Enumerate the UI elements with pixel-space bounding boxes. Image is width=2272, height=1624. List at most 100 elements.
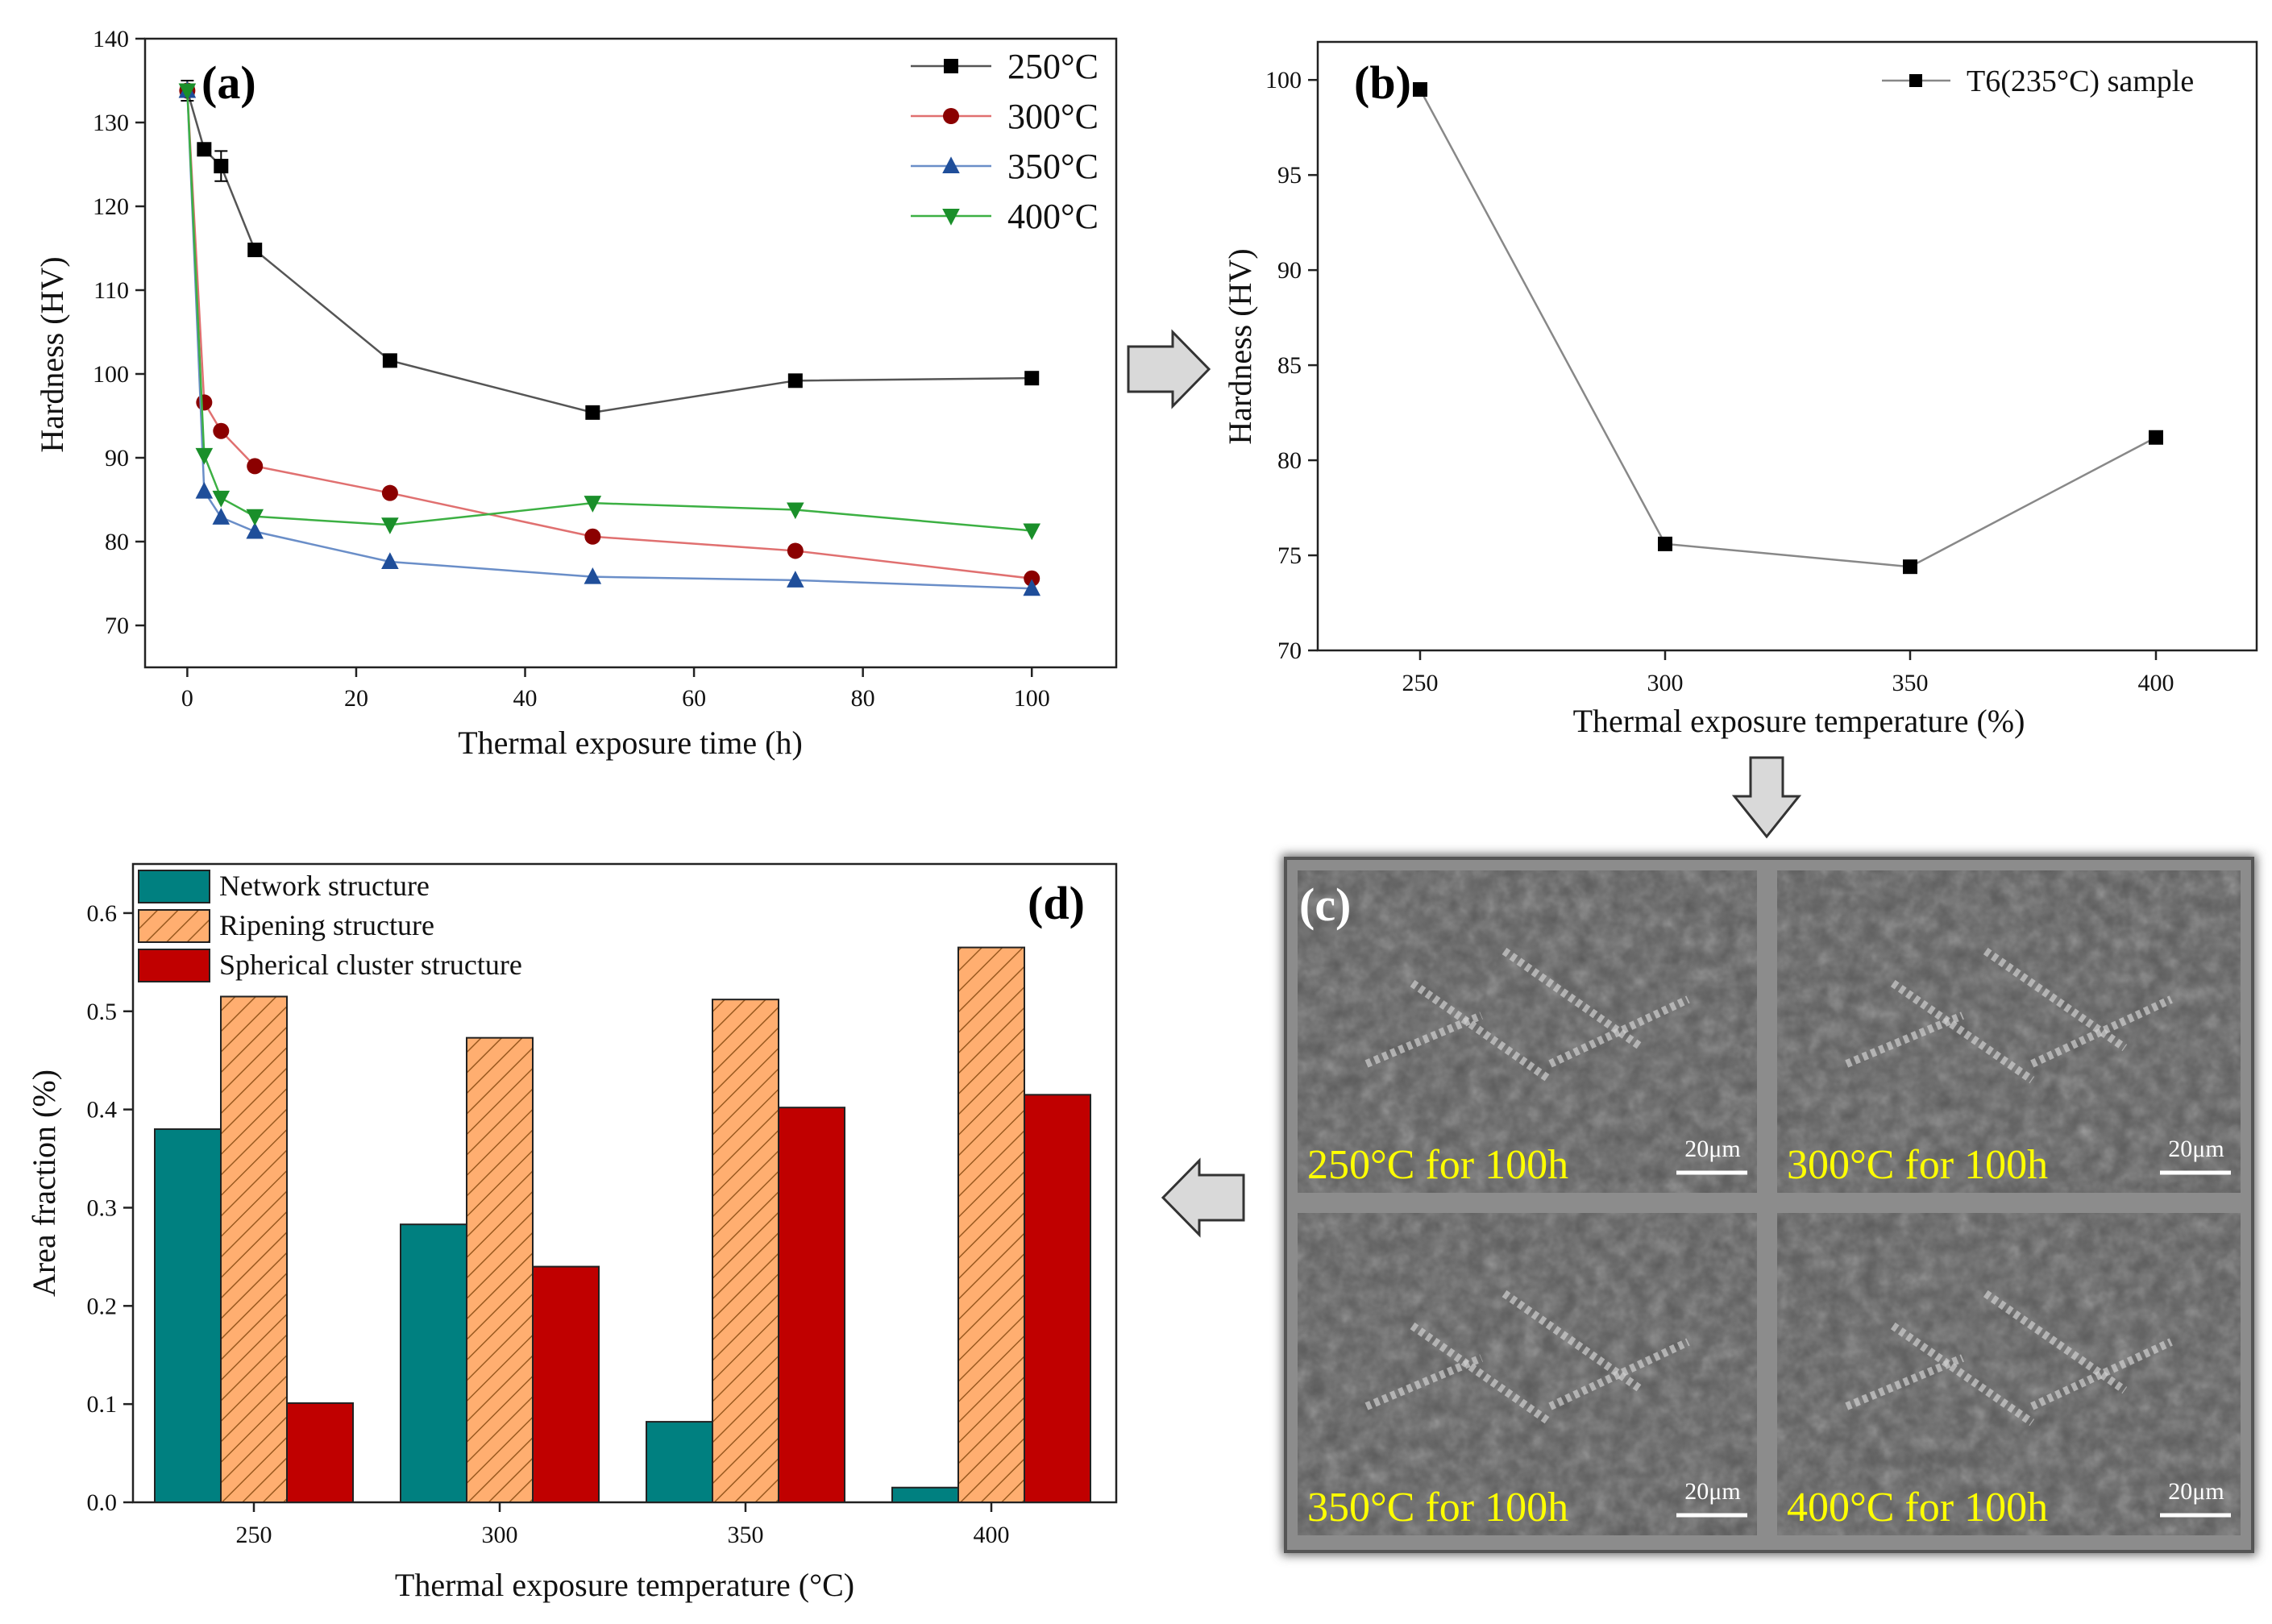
panel-a-y-tick-label: 90: [105, 445, 129, 471]
panel-a-series-line: [186, 90, 1032, 580]
panel-a-legend-label: 350°C: [1007, 147, 1099, 186]
micrograph-feature: [1548, 995, 1690, 1068]
panel-a-data-point: [197, 142, 212, 157]
panel-a-data-point: [584, 496, 602, 513]
panel-b-y-tick-label: 75: [1277, 542, 1302, 569]
panel-d-bar: [286, 1402, 354, 1504]
micrograph-feature: [1845, 1354, 1964, 1410]
panel-a-x-axis-label: Thermal exposure time (h): [458, 725, 803, 761]
panel-d-legend-swatch: [138, 909, 210, 943]
micrograph-caption: 350°C for 100h: [1307, 1485, 1568, 1531]
panel-a-series: [178, 81, 1041, 596]
panel-a-data-point: [196, 394, 213, 411]
panel-a-y-tick-label: 110: [93, 277, 129, 304]
panel-a-x-tick-label: 100: [1014, 685, 1050, 712]
panel-d-bar: [400, 1223, 467, 1504]
panel-d-x-axis-label: Thermal exposure temperature (°C): [395, 1567, 854, 1603]
micrograph-scale-label: 20μm: [1684, 1136, 1740, 1162]
panel-a-data-point: [1023, 523, 1041, 541]
panel-a-chart: 0 20 40 60 80 100 70 80 90 100 110 120 130 140 (a) Th…: [34, 26, 1118, 761]
panel-b-legend-label: T6(235°C) sample: [1967, 64, 2194, 98]
panel-d-frame: [131, 862, 1118, 1504]
panel-a-series: [179, 82, 1040, 587]
panel-a-y-tick-label: 70: [105, 613, 129, 639]
panel-a-data-point: [382, 353, 397, 368]
panel-a-y-tick-label: 120: [93, 193, 129, 220]
panel-c-micrographs: 250°C for 100h 20μm 300°C for 100h 20μm350°…: [1281, 854, 2257, 1555]
panel-d-chart: 250 300 350 400 0.0 0.1 0.2 0.3 0.4 0.5 0.6 (d) Th…: [26, 862, 1118, 1603]
panel-a-data-point: [212, 508, 231, 525]
panel-a-legend-marker: [942, 156, 960, 173]
panel-b-chart: 250 300 350 400 70 75 80 85 90 95 100 (b) Thermal …: [1222, 40, 2258, 739]
panel-d-legend-swatch: [138, 870, 210, 903]
panel-a-series: [178, 83, 1041, 541]
panel-a-legend-label: 300°C: [1007, 97, 1099, 136]
panel-a-y-axis-label: Hardness (HV): [34, 256, 70, 452]
panel-b-y-tick-label: 90: [1277, 257, 1302, 284]
micrograph-feature: [1983, 1290, 2128, 1394]
panel-d-bar: [891, 1486, 959, 1503]
panel-a-data-point: [584, 528, 601, 545]
micrograph-texture: [1777, 870, 2241, 1193]
panel-a-data-point: [246, 521, 264, 539]
panel-a-label: (a): [201, 56, 256, 109]
panel-a-legend-label: 250°C: [1007, 47, 1099, 86]
panel-d-y-tick-label: 0.0: [87, 1489, 118, 1516]
panel-b-x-tick-label: 250: [1402, 670, 1439, 696]
panel-d-y-tick-label: 0.1: [87, 1391, 118, 1418]
panel-b-legend-marker: [1909, 74, 1922, 87]
panel-a-y-tick-label: 80: [105, 529, 129, 555]
panel-a-legend-marker: [944, 59, 958, 73]
panel-a-data-point: [787, 502, 804, 520]
micrograph-feature: [1502, 1290, 1645, 1394]
panel-a-legend-marker: [942, 209, 960, 226]
panel-a-y-tick-label: 130: [93, 110, 129, 136]
panel-b-x-tick-label: 350: [1892, 670, 1929, 696]
panel-a-data-point: [247, 243, 263, 258]
panel-a-data-point: [1024, 570, 1040, 587]
panel-d-bar: [220, 995, 288, 1503]
panel-a-data-point: [584, 567, 602, 584]
panel-b-y-tick-label: 85: [1277, 352, 1302, 379]
micrograph-feature: [1364, 1011, 1483, 1068]
micrograph-feature: [2030, 1338, 2173, 1410]
panel-d-y-tick-label: 0.6: [87, 900, 118, 927]
micrograph-feature: [1890, 1322, 2035, 1427]
panel-a-data-point: [213, 422, 230, 439]
panel-a-data-point: [214, 159, 229, 174]
micrograph-feature: [1364, 1354, 1483, 1410]
panel-d-y-tick-label: 0.3: [87, 1194, 118, 1221]
panel-a-data-point: [247, 458, 264, 475]
panel-d-y-tick-label: 0.2: [87, 1293, 118, 1319]
micrograph-feature: [1890, 979, 2035, 1084]
panel-b-y-tick-label: 70: [1277, 638, 1302, 664]
panel-a-legend-label: 400°C: [1007, 197, 1099, 236]
micrograph-caption: 250°C for 100h: [1307, 1142, 1568, 1188]
panel-d-bar: [712, 999, 779, 1503]
panel-a-data-point: [381, 552, 399, 569]
micrograph-image: 400°C for 100h 20μm: [1777, 1213, 2241, 1535]
panel-c-label: (c): [1299, 878, 1351, 931]
panel-b-y-tick-label: 100: [1265, 67, 1302, 93]
panel-a-data-point: [195, 447, 214, 465]
panel-a-data-point: [787, 542, 804, 559]
panel-d-x-tick-label: 350: [728, 1522, 764, 1548]
panel-a-y-tick-label: 100: [93, 361, 129, 388]
panel-a-data-point: [585, 405, 600, 420]
panel-b-series: [1413, 81, 2163, 575]
micrograph-caption: 300°C for 100h: [1787, 1142, 2048, 1188]
panel-d-legend-swatch: [138, 949, 210, 982]
panel-d-y-axis-label: Area fraction (%): [26, 1070, 62, 1297]
panel-a-x-tick-label: 80: [851, 685, 875, 712]
panel-b-y-axis-label: Hardness (HV): [1222, 248, 1258, 444]
panel-d-y-tick-label: 0.5: [87, 999, 118, 1025]
micrograph-texture: [1298, 1213, 1757, 1535]
panel-d-legend-label: Ripening structure: [219, 909, 434, 941]
panel-a-data-point: [787, 571, 804, 588]
panel-b-y-tick-label: 80: [1277, 447, 1302, 474]
panel-b-data-point: [1413, 81, 1427, 97]
micrograph-feature: [1410, 1322, 1553, 1427]
panel-a-x-tick-label: 60: [682, 685, 706, 712]
panel-d-bar: [532, 1265, 600, 1503]
